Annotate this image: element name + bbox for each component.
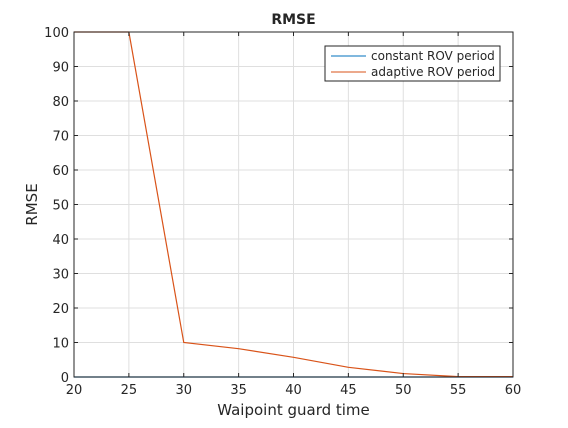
x-tick-label: 40	[285, 383, 302, 398]
y-tick-label: 60	[52, 164, 69, 179]
y-tick-label: 10	[52, 337, 69, 352]
x-tick-label: 30	[175, 383, 192, 398]
y-tick-label: 100	[44, 26, 69, 41]
x-tick-label: 55	[450, 383, 467, 398]
legend: constant ROV period adaptive ROV period	[324, 45, 501, 82]
series-line-adaptive-rov-period	[74, 31, 513, 378]
chart-title: RMSE	[271, 12, 315, 28]
x-tick-label: 60	[505, 383, 522, 398]
y-axis-label: RMSE	[23, 183, 41, 225]
grid-lines	[73, 31, 514, 378]
y-tick-label: 30	[52, 268, 69, 283]
y-tick-label: 80	[52, 95, 69, 110]
x-tick-label: 50	[395, 383, 412, 398]
axis-ticks: 20 25 30 35 40 45 50 55 60 0 10 20 30 40 50 60 70 80 90 100	[44, 26, 521, 398]
y-tick-label: 20	[52, 302, 69, 317]
x-axis-label: Waipoint guard time	[217, 401, 370, 419]
y-tick-label: 40	[52, 233, 69, 248]
legend-label-adaptive-rov-period: adaptive ROV period	[371, 65, 495, 79]
y-tick-label: 90	[52, 61, 69, 76]
y-tick-label: 0	[61, 371, 69, 386]
x-tick-label: 25	[121, 383, 138, 398]
y-tick-label: 70	[52, 130, 69, 145]
y-tick-label: 50	[52, 199, 69, 214]
legend-label-constant-rov-period: constant ROV period	[371, 49, 495, 63]
legend-box	[324, 45, 501, 82]
x-tick-label: 20	[66, 383, 83, 398]
x-tick-label: 35	[230, 383, 247, 398]
x-tick-label: 45	[340, 383, 357, 398]
